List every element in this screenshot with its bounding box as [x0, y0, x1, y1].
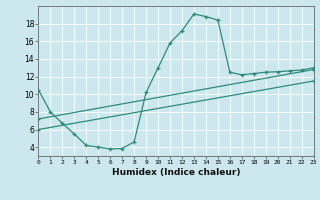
X-axis label: Humidex (Indice chaleur): Humidex (Indice chaleur)	[112, 168, 240, 177]
